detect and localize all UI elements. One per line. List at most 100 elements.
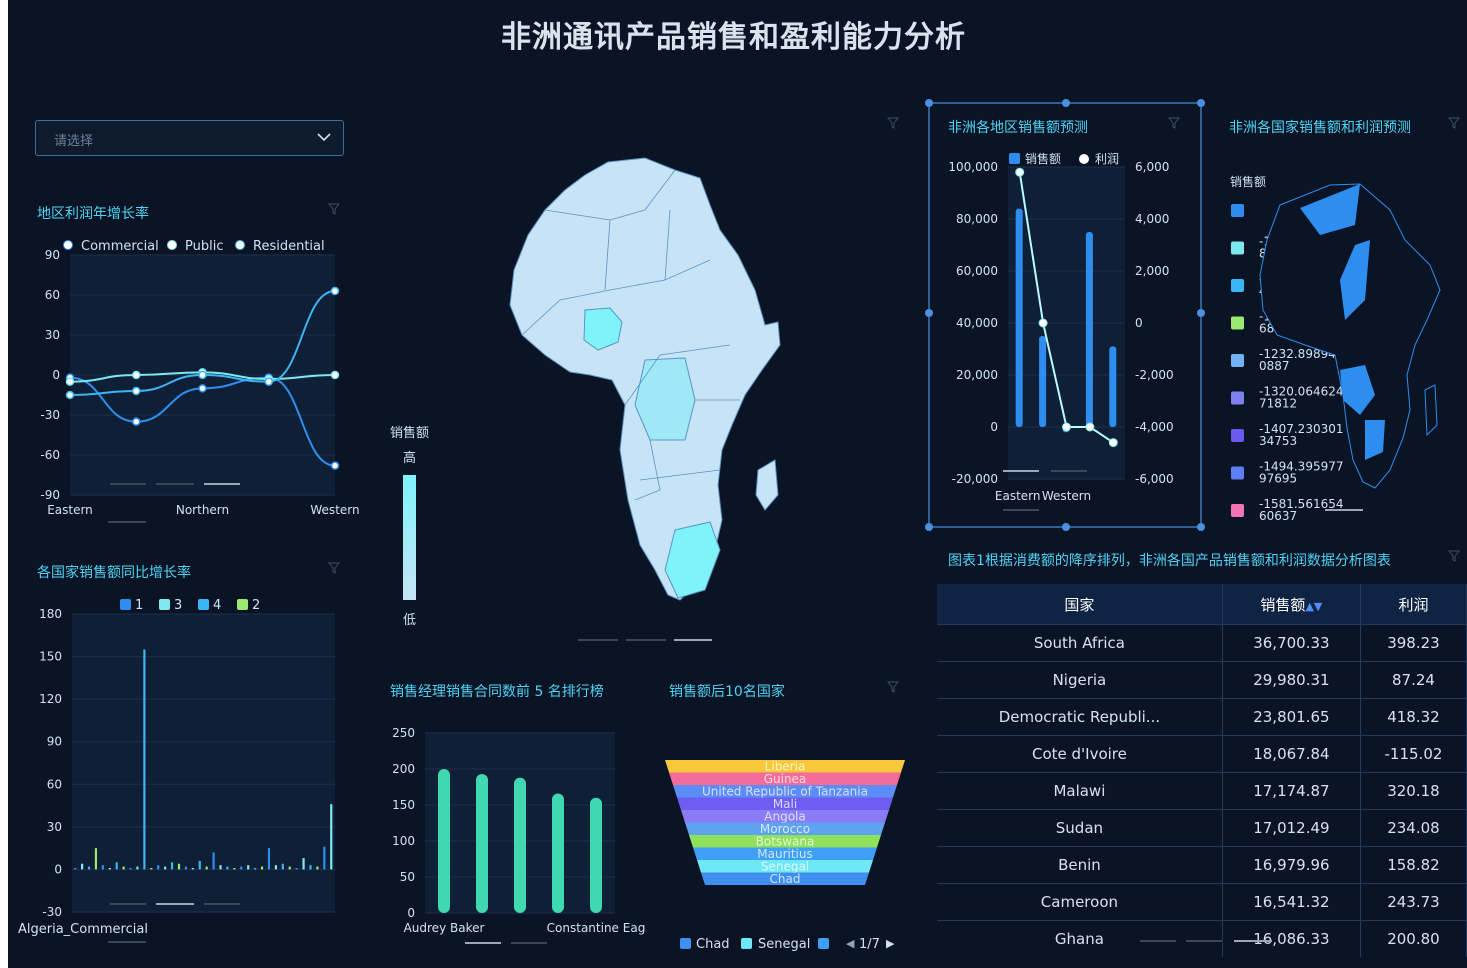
legend-label[interactable]: Public: [185, 239, 223, 254]
bar[interactable]: [233, 868, 236, 870]
data-point[interactable]: [1015, 167, 1025, 177]
legend-marker[interactable]: [167, 240, 177, 250]
legend-marker[interactable]: [63, 240, 73, 250]
bar[interactable]: [323, 846, 326, 870]
bar[interactable]: [184, 866, 188, 870]
legend-label[interactable]: Senegal: [758, 937, 810, 952]
legend-marker[interactable]: [1231, 354, 1244, 367]
bar[interactable]: [254, 868, 257, 870]
funnel-segment[interactable]: [669, 772, 901, 786]
legend-marker[interactable]: [818, 938, 829, 949]
legend-marker[interactable]: [741, 938, 752, 949]
header-sales[interactable]: 销售额▲▼: [1222, 584, 1361, 625]
funnel-segment[interactable]: [677, 797, 893, 811]
country-region[interactable]: [1340, 365, 1375, 415]
legend-next-icon[interactable]: ▶: [886, 937, 895, 950]
legend-label[interactable]: 71812: [1259, 397, 1297, 411]
header-country[interactable]: 国家: [937, 584, 1223, 625]
legend-marker[interactable]: [1231, 391, 1244, 405]
bar[interactable]: [1015, 208, 1023, 427]
data-point[interactable]: [1062, 422, 1071, 432]
data-point[interactable]: [132, 370, 141, 380]
table-row[interactable]: Cote d'Ivoire 18,067.84 -115.02: [937, 735, 1467, 773]
table-row[interactable]: Ghana 16,086.33 200.80: [937, 920, 1467, 957]
bar[interactable]: [205, 866, 208, 870]
data-point[interactable]: [264, 377, 273, 386]
country-region[interactable]: [1365, 420, 1385, 460]
bar[interactable]: [514, 777, 526, 913]
legend-marker[interactable]: [1231, 316, 1244, 330]
country-forecast-map[interactable]: 销售额-1058.56759482986-1145.73327145928-12…: [1225, 170, 1467, 520]
data-point[interactable]: [198, 384, 207, 393]
bar[interactable]: [309, 865, 312, 870]
region-select[interactable]: 请选择: [35, 120, 344, 156]
bar[interactable]: [226, 866, 229, 870]
legend-label[interactable]: Chad: [696, 937, 730, 952]
bar[interactable]: [177, 863, 181, 870]
legend-label[interactable]: 60637: [1259, 509, 1297, 520]
legend-marker[interactable]: [1231, 466, 1244, 480]
bar[interactable]: [1039, 336, 1047, 427]
bar[interactable]: [288, 866, 291, 870]
bar[interactable]: [219, 865, 222, 870]
resize-handle[interactable]: [1197, 309, 1205, 317]
legend-label[interactable]: Residential: [253, 239, 325, 254]
carousel-dot[interactable]: [578, 639, 618, 641]
resize-handle[interactable]: [1062, 99, 1070, 107]
bar[interactable]: [212, 852, 215, 870]
bar[interactable]: [274, 865, 277, 870]
bar[interactable]: [74, 868, 77, 870]
africa-sales-map[interactable]: [500, 150, 800, 610]
filter-icon[interactable]: [328, 203, 340, 215]
resize-handle[interactable]: [925, 309, 933, 317]
resize-handle[interactable]: [925, 523, 933, 531]
bar[interactable]: [122, 866, 125, 870]
sort-icon[interactable]: ▲▼: [1305, 599, 1323, 613]
carousel-dot-active[interactable]: [1234, 940, 1272, 942]
region-nigeria[interactable]: [583, 307, 623, 351]
bar[interactable]: [108, 868, 111, 870]
table-row[interactable]: Cameroon 16,541.32 243.73: [937, 883, 1467, 921]
bar[interactable]: [590, 797, 602, 913]
table-row[interactable]: Democratic Republi... 23,801.65 418.32: [937, 698, 1467, 736]
table-row[interactable]: South Africa 36,700.33 398.23: [937, 624, 1467, 662]
legend-marker[interactable]: [120, 599, 131, 610]
legend-label[interactable]: 4: [213, 598, 221, 613]
funnel-segment[interactable]: [701, 872, 869, 886]
bar[interactable]: [101, 865, 104, 870]
country-region[interactable]: [1340, 240, 1370, 320]
resize-handle[interactable]: [925, 99, 933, 107]
table-row[interactable]: Benin 16,979.96 158.82: [937, 846, 1467, 884]
table-row[interactable]: Malawi 17,174.87 320.18: [937, 772, 1467, 810]
carousel-dot-active[interactable]: [674, 639, 712, 641]
legend-prev-icon[interactable]: ◀: [846, 937, 855, 950]
bar[interactable]: [1109, 346, 1117, 427]
map-legend-gradient[interactable]: [403, 475, 416, 600]
bar[interactable]: [240, 866, 243, 870]
series-line[interactable]: [69, 290, 336, 396]
bar[interactable]: [157, 865, 160, 870]
data-point[interactable]: [65, 377, 75, 386]
legend-label[interactable]: -1320.064624: [1259, 385, 1344, 399]
bar[interactable]: [136, 866, 139, 870]
legend-marker[interactable]: [159, 599, 170, 610]
bar[interactable]: [115, 862, 118, 870]
data-point[interactable]: [1038, 318, 1048, 328]
legend-label[interactable]: 利润: [1095, 152, 1119, 166]
legend-marker[interactable]: [1231, 504, 1244, 517]
filter-icon[interactable]: [1448, 550, 1460, 562]
legend-marker[interactable]: [1231, 279, 1244, 292]
bar[interactable]: [170, 862, 174, 870]
bar[interactable]: [267, 848, 271, 870]
bar[interactable]: [247, 865, 250, 870]
funnel-segment[interactable]: [693, 847, 877, 861]
legend-marker[interactable]: [680, 938, 691, 949]
country-region[interactable]: [1300, 184, 1360, 235]
funnel-segment[interactable]: [697, 860, 873, 873]
country-yoy-chart[interactable]: 180 150 120 90 60 30 0 -30 1 3 4 2 Algeria_Commercia…: [10, 592, 365, 947]
data-point[interactable]: [198, 370, 207, 380]
carousel-dot[interactable]: [1140, 940, 1176, 942]
data-point[interactable]: [330, 286, 340, 296]
funnel-segment[interactable]: [689, 835, 881, 848]
